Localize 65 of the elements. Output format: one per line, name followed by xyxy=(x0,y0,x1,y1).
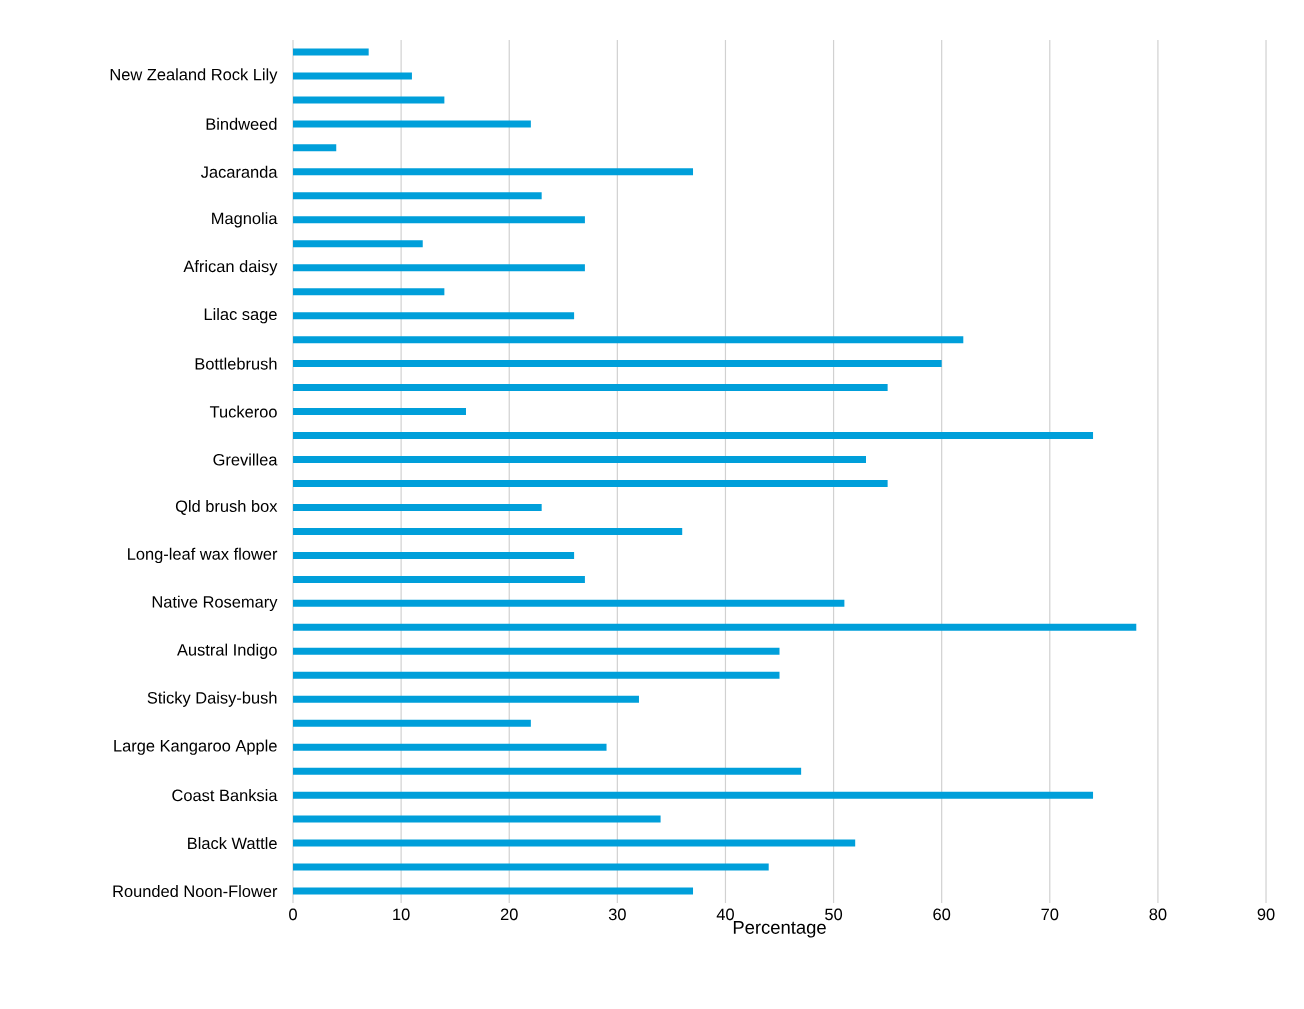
bar xyxy=(293,695,639,703)
y-tick-label: Austral Indigo xyxy=(177,643,277,659)
y-tick-label: Sticky Daisy-bush xyxy=(147,691,277,707)
bar xyxy=(293,168,694,176)
bar xyxy=(293,887,694,895)
bar xyxy=(293,72,412,80)
bar xyxy=(293,575,585,583)
x-tick-label: 50 xyxy=(825,908,843,921)
x-tick-label: 80 xyxy=(1149,908,1167,921)
bar xyxy=(293,120,531,128)
x-tick-label: 40 xyxy=(716,908,734,921)
y-tick-label: New Zealand Rock Lily xyxy=(110,68,278,84)
bar xyxy=(293,384,888,392)
bar xyxy=(293,312,575,320)
x-tick-label: 30 xyxy=(608,908,626,921)
bar xyxy=(293,815,661,823)
bar xyxy=(293,456,866,464)
bar xyxy=(293,503,542,511)
bar xyxy=(293,719,531,727)
bar xyxy=(293,96,445,104)
y-tick-label: Jacaranda xyxy=(200,165,278,178)
bar xyxy=(293,743,607,751)
bar xyxy=(293,623,1137,631)
bar xyxy=(293,144,337,152)
y-tick-label: Rounded Noon-Flower xyxy=(113,884,278,898)
y-tick-label: Coast Banksia xyxy=(172,789,278,802)
y-tick-label: African daisy xyxy=(183,260,278,276)
bar xyxy=(293,839,856,847)
bar xyxy=(293,791,1094,799)
bar xyxy=(293,48,369,56)
y-tick-label: Native Rosemary xyxy=(152,595,278,612)
y-tick-label: Large Kangaroo Apple xyxy=(114,739,277,755)
y-tick-label: Black Wattle xyxy=(188,837,277,850)
bar xyxy=(293,408,466,416)
bar xyxy=(293,527,683,535)
bar xyxy=(293,671,780,679)
x-tick-label: 70 xyxy=(1041,908,1059,921)
y-tick-label: Tuckeroo xyxy=(209,405,277,418)
y-tick-label: Lilac sage xyxy=(204,308,277,324)
x-tick-label: 10 xyxy=(393,908,410,921)
bar xyxy=(293,216,585,224)
bar xyxy=(293,599,845,607)
bar xyxy=(293,192,542,200)
bar xyxy=(293,479,888,487)
y-tick-label: Qld brush box xyxy=(175,499,278,515)
bar xyxy=(293,264,585,272)
bar xyxy=(293,240,423,248)
y-tick-label: Long-leaf wax flower xyxy=(128,547,278,564)
y-tick-label: Magnolia xyxy=(212,212,278,228)
bar xyxy=(293,432,1094,440)
y-tick-label: Grevillea xyxy=(213,453,278,466)
bar xyxy=(293,551,575,559)
x-tick-label: 90 xyxy=(1257,908,1275,921)
bar xyxy=(293,647,780,655)
bar xyxy=(293,863,769,871)
bar xyxy=(293,360,942,368)
x-tick-label: 20 xyxy=(500,908,518,921)
bar xyxy=(293,288,445,296)
x-tick-label: 60 xyxy=(933,908,951,921)
bar xyxy=(293,767,802,775)
y-tick-label: Bottlebrush xyxy=(195,357,277,370)
y-tick-label: Bindweed xyxy=(206,117,277,130)
bar xyxy=(293,336,964,344)
x-tick-label: 0 xyxy=(289,908,297,921)
x-axis-title: Percentage xyxy=(733,921,826,938)
